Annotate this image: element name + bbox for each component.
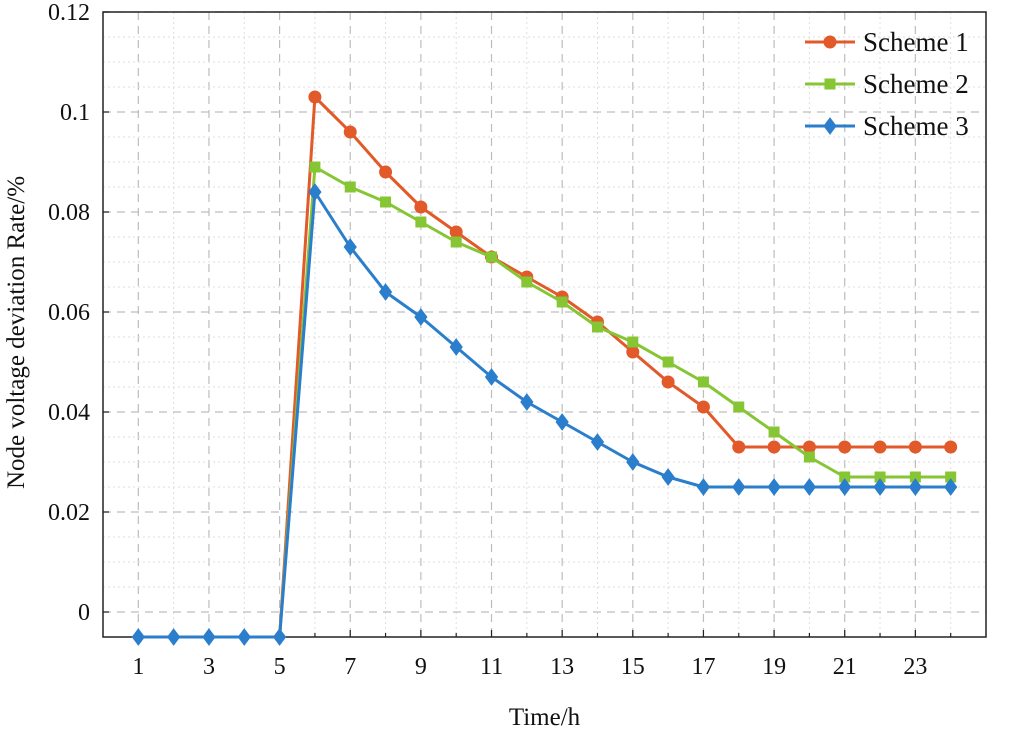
y-tick-label: 0.06 — [48, 300, 90, 326]
data-point — [378, 283, 393, 301]
x-tick-label: 23 — [903, 654, 927, 680]
axis-ticks: 00.020.040.060.080.10.121 3 5 7 9 11 13 15 17 19 2… — [48, 0, 952, 680]
y-axis-title: Node voltage deviation Rate/% — [3, 176, 30, 489]
data-point — [661, 375, 675, 389]
data-point — [626, 453, 640, 471]
data-point — [308, 183, 322, 201]
legend-label: Scheme 2 — [863, 69, 969, 99]
data-point — [661, 468, 675, 486]
x-tick-label: 1 — [132, 654, 144, 680]
legend-item: Scheme 2 — [805, 69, 969, 99]
data-point — [343, 238, 357, 256]
series-line — [278, 165, 951, 638]
data-point — [484, 368, 499, 386]
x-tick-label: 21 — [833, 654, 857, 680]
data-point — [627, 336, 639, 348]
y-tick-label: 0.02 — [48, 500, 90, 526]
data-point — [908, 440, 922, 454]
x-tick-label: 11 — [480, 654, 503, 680]
data-point — [202, 628, 216, 646]
data-point — [733, 401, 745, 413]
data-point — [450, 236, 462, 248]
grid — [103, 11, 986, 637]
data-point — [803, 451, 815, 463]
series-1 — [278, 90, 958, 638]
data-point — [131, 628, 145, 646]
data-point — [449, 225, 463, 239]
data-point — [414, 308, 428, 326]
data-point — [521, 276, 533, 288]
data-point — [696, 400, 710, 414]
x-tick-label: 9 — [415, 654, 427, 680]
y-tick-label: 0.1 — [60, 100, 90, 126]
data-point — [414, 200, 428, 214]
legend-label: Scheme 3 — [863, 111, 969, 141]
data-point — [802, 478, 817, 496]
data-point — [380, 196, 392, 208]
data-point — [272, 628, 287, 646]
series-line — [278, 95, 951, 638]
y-tick-label: 0.04 — [48, 400, 90, 426]
plot-area-frame — [102, 11, 987, 638]
data-point — [590, 433, 605, 451]
series-3 — [131, 183, 958, 646]
data-point — [344, 181, 356, 193]
x-tick-label: 13 — [550, 654, 574, 680]
data-point — [696, 478, 711, 496]
data-point — [591, 321, 603, 333]
y-tick-label: 0.12 — [48, 0, 90, 26]
data-point — [167, 628, 181, 646]
data-point — [838, 440, 852, 454]
data-point — [309, 161, 321, 173]
data-point — [873, 440, 887, 454]
data-point — [486, 251, 498, 263]
series-layer — [131, 90, 958, 646]
legend: Scheme 1 Scheme 2 Scheme 3 — [805, 27, 969, 141]
legend-marker — [824, 78, 836, 90]
data-point — [767, 478, 781, 496]
legend-item: Scheme 1 — [805, 27, 969, 57]
legend-item: Scheme 3 — [805, 111, 969, 141]
data-point — [732, 440, 746, 454]
y-tick-label: 0.08 — [48, 200, 90, 226]
x-tick-label: 5 — [274, 654, 286, 680]
x-axis-title: Time/h — [509, 704, 581, 730]
data-point — [732, 478, 746, 496]
legend-marker — [823, 35, 837, 49]
series-2 — [278, 161, 957, 638]
data-point — [768, 426, 780, 438]
data-point — [415, 216, 427, 228]
legend-marker — [823, 117, 837, 135]
data-point — [697, 376, 709, 388]
data-point — [520, 393, 534, 411]
data-point — [237, 628, 251, 646]
data-point — [908, 478, 922, 496]
data-point — [873, 478, 887, 496]
data-point — [802, 440, 816, 454]
legend-label: Scheme 1 — [863, 27, 969, 57]
data-point — [343, 125, 357, 139]
data-point — [944, 440, 958, 454]
data-point — [555, 413, 569, 431]
x-tick-label: 17 — [691, 654, 715, 680]
series-line — [138, 190, 951, 639]
data-point — [662, 356, 674, 368]
data-point — [308, 90, 322, 104]
data-point — [626, 345, 640, 359]
data-point — [379, 165, 393, 179]
data-point — [556, 296, 568, 308]
x-tick-label: 15 — [621, 654, 645, 680]
y-tick-label: 0 — [78, 600, 90, 626]
x-tick-label: 7 — [344, 654, 356, 680]
x-tick-label: 3 — [203, 654, 215, 680]
data-point — [944, 478, 958, 496]
data-point — [449, 338, 463, 356]
data-point — [838, 478, 852, 496]
x-tick-label: 19 — [762, 654, 786, 680]
data-point — [767, 440, 781, 454]
